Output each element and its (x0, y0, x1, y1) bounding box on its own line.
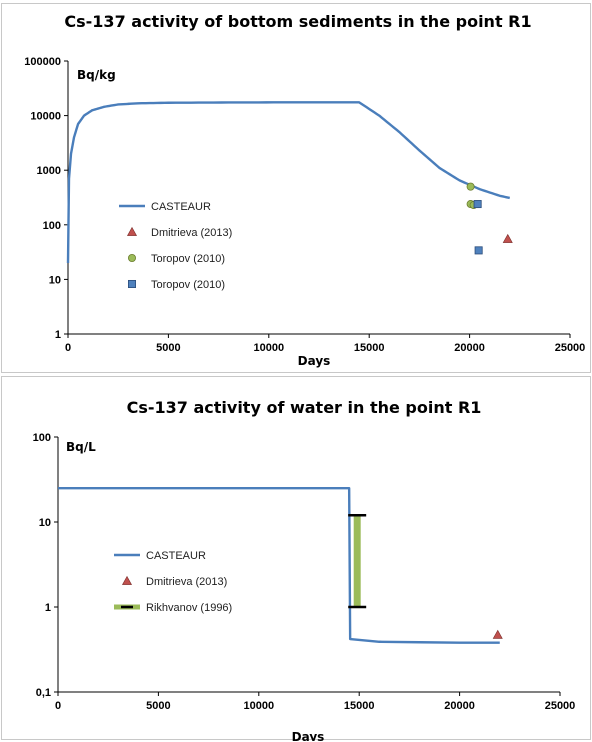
legend-label: CASTEAUR (146, 550, 206, 562)
y-tick-label: 1 (45, 602, 51, 614)
sediment-chart-panel: Cs-137 activity of bottom sediments in t… (1, 3, 591, 373)
water-chart: Cs-137 activity of water in the point R1… (33, 398, 576, 741)
data-point (492, 629, 503, 639)
y-tick-label: 10 (39, 517, 51, 529)
legend-label: Dmitrieva (2013) (151, 227, 232, 239)
x-tick-label: 10000 (254, 342, 285, 354)
y-tick-label: 100 (43, 220, 61, 232)
legend-label: Rikhvanov (1996) (146, 602, 232, 614)
x-tick-label: 25000 (555, 342, 586, 354)
legend-swatch (128, 253, 137, 262)
legend-label: Dmitrieva (2013) (146, 576, 227, 588)
legend-swatch (121, 575, 133, 585)
y-tick-label: 1000 (37, 165, 61, 177)
legend-label: Toropov (2010) (151, 279, 225, 291)
legend-label: Toropov (2010) (151, 253, 225, 265)
x-tick-label: 15000 (354, 342, 385, 354)
x-tick-label: 5000 (156, 342, 180, 354)
x-tick-label: 5000 (146, 700, 170, 712)
legend-swatch (128, 279, 137, 288)
y-axis-label: Bq/L (66, 440, 96, 454)
range-bar (353, 515, 361, 607)
y-tick-label: 100000 (24, 56, 61, 68)
y-tick-label: 10000 (30, 111, 61, 123)
y-tick-label: 100 (33, 432, 51, 444)
x-axis-label: Days (292, 730, 325, 741)
x-tick-label: 10000 (244, 700, 275, 712)
series-line-casteaur (66, 101, 511, 263)
series-line-casteaur (58, 486, 500, 644)
legend-swatch (126, 226, 138, 236)
data-point (473, 200, 482, 209)
y-tick-label: 1 (55, 329, 61, 341)
x-axis-label: Days (298, 354, 331, 368)
chart-title: Cs-137 activity of water in the point R1 (127, 398, 482, 417)
x-tick-label: 0 (65, 342, 71, 354)
x-tick-label: 0 (55, 700, 61, 712)
x-tick-label: 15000 (344, 700, 375, 712)
data-point (474, 246, 483, 255)
legend-label: CASTEAUR (151, 201, 211, 213)
x-tick-label: 20000 (454, 342, 485, 354)
y-axis-label: Bq/kg (77, 68, 116, 82)
y-tick-label: 0,1 (36, 687, 51, 699)
sediment-chart: Cs-137 activity of bottom sediments in t… (24, 12, 586, 368)
data-point (466, 182, 475, 191)
water-chart-panel: Cs-137 activity of water in the point R1… (1, 376, 591, 741)
chart-title: Cs-137 activity of bottom sediments in t… (64, 12, 531, 31)
y-tick-label: 10 (49, 274, 61, 286)
x-tick-label: 25000 (545, 700, 576, 712)
x-tick-label: 20000 (444, 700, 475, 712)
data-point (502, 233, 513, 243)
